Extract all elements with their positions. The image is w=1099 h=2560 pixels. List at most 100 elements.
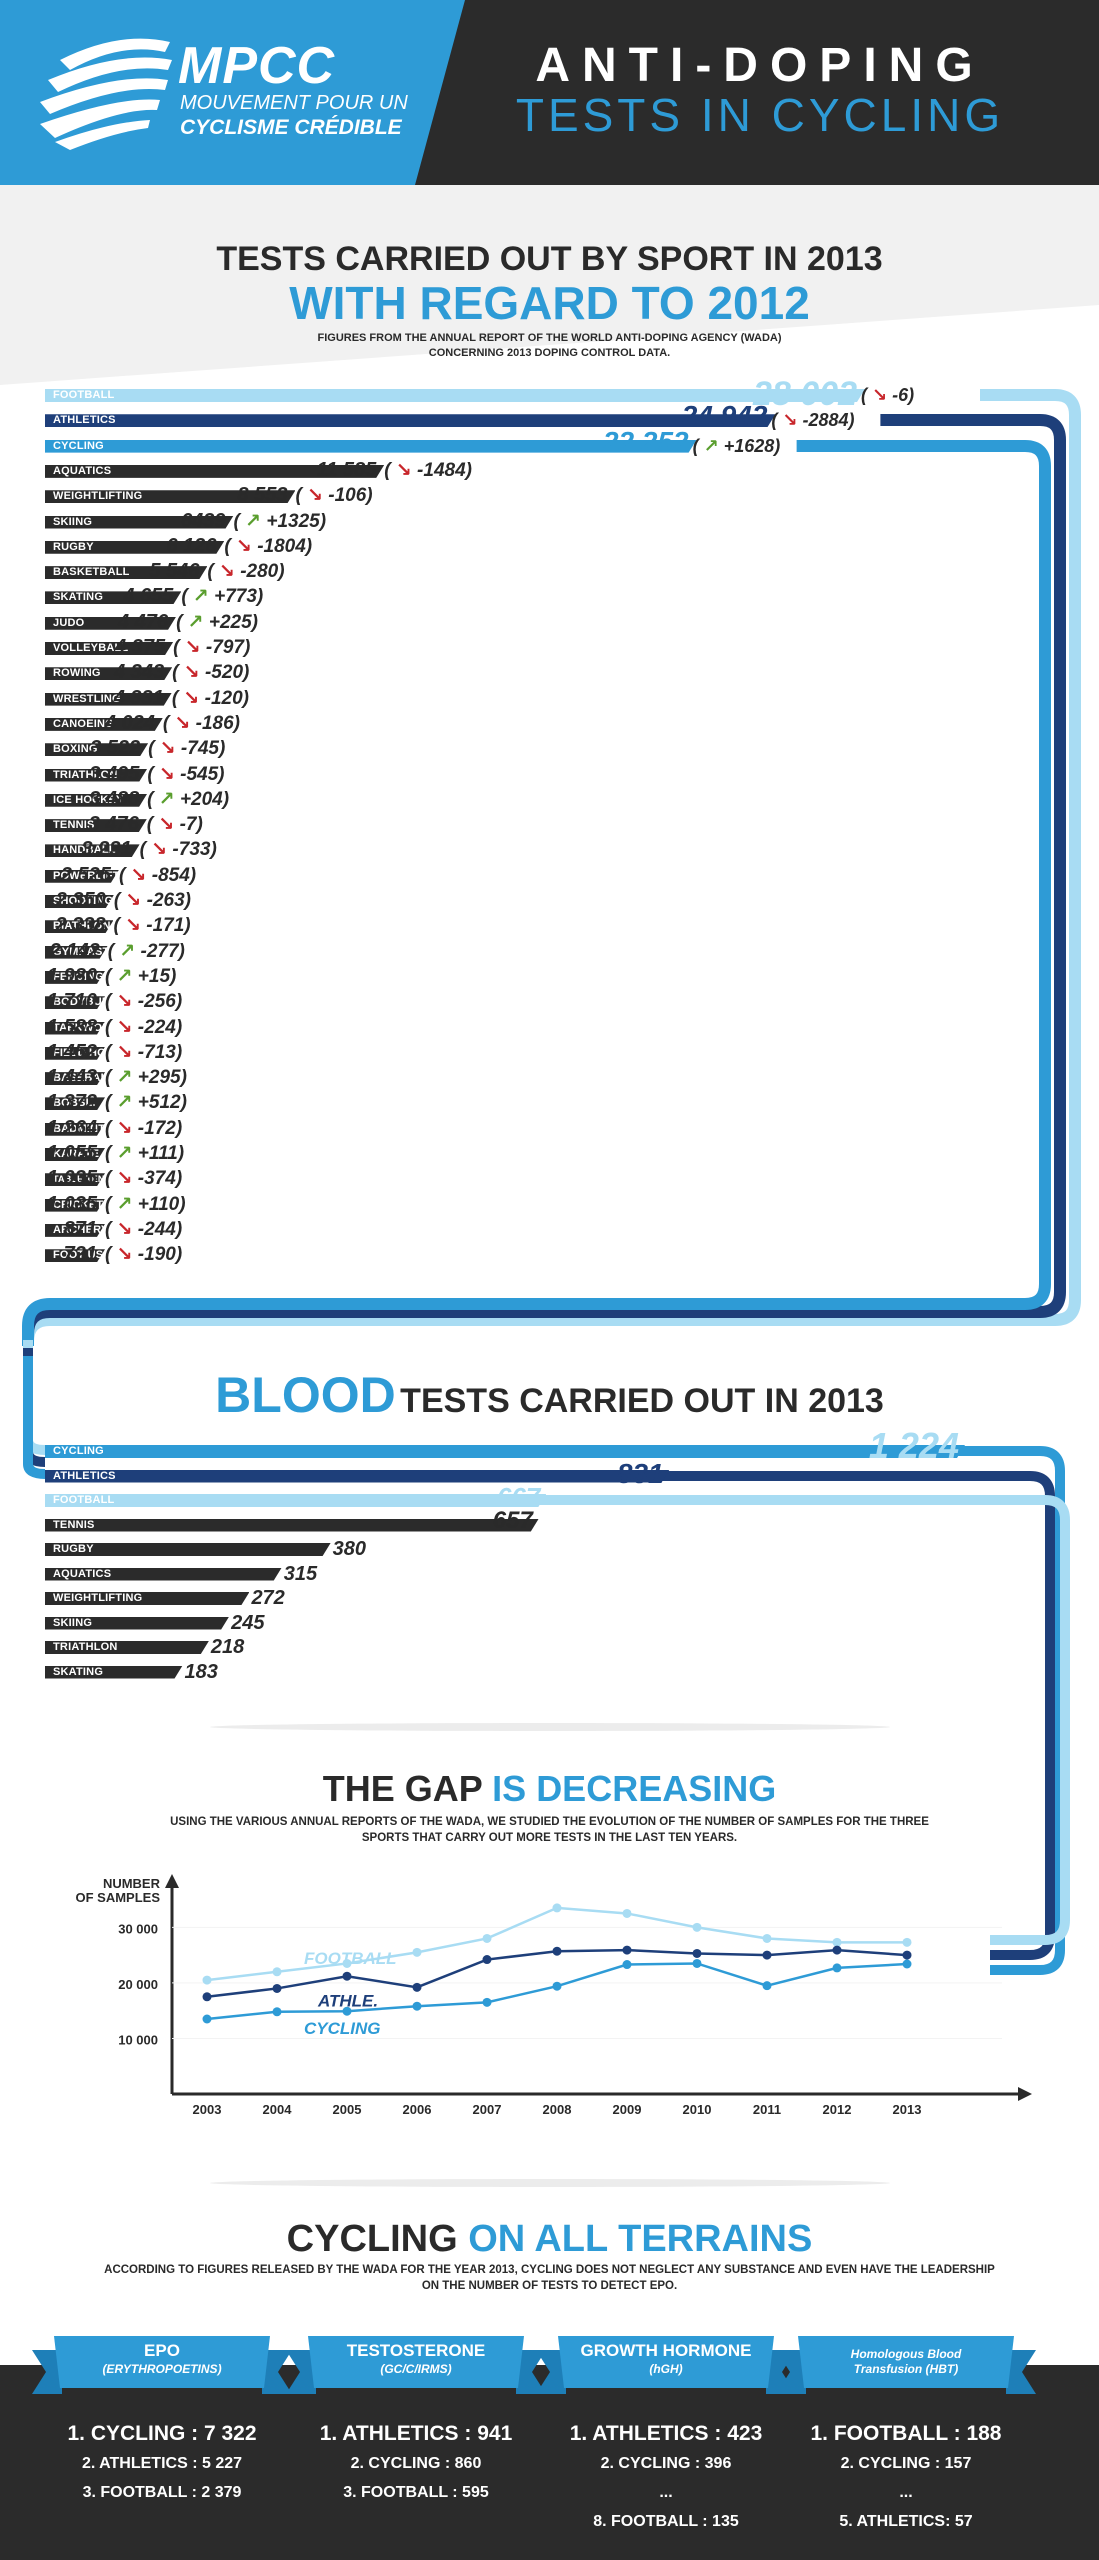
series-label-football: FOOTBALL: [304, 1949, 397, 1968]
bar-value-skiing: 6439: [181, 509, 226, 532]
change-value: +110): [132, 1193, 186, 1215]
paren-open: (: [105, 1244, 117, 1266]
change-value: -745): [175, 738, 226, 760]
series-point-athle: [342, 1971, 352, 1981]
bar-label-taekwondo: TAEKWONDO: [53, 1021, 128, 1034]
bar-value-aquatics: 11 585: [316, 458, 377, 481]
change-value: -797): [200, 637, 251, 658]
bar-aquatics: [45, 465, 384, 478]
bar-change-aquatics: ( ↘ -1484): [384, 459, 472, 482]
arrow-down-icon: ↘: [116, 1168, 133, 1190]
blood-bar-athletics: [45, 1470, 670, 1483]
bar-change-cycling: ( ↗ +1628): [693, 436, 781, 457]
arrow-down-icon: ↘: [158, 763, 175, 785]
change-value: -186): [190, 712, 240, 734]
blood-bar-value-athletics: 831: [616, 1457, 664, 1489]
main-title: ANTI-DOPING: [535, 39, 985, 92]
bg-wedge: [0, 185, 1099, 385]
blood-bar-value-skating: 183: [184, 1660, 218, 1683]
bar-value-archery: 871: [63, 1217, 97, 1240]
blood-bar-label-cycling: CYCLING: [53, 1445, 104, 1457]
paren-open: (: [176, 611, 188, 633]
bar-change-tennis: ( ↘ -7): [147, 813, 203, 836]
bar-skiing: [45, 516, 234, 529]
arrow-up-icon: ↗: [116, 1193, 133, 1215]
bar-label-canoeing: CANOEING: [53, 717, 114, 730]
section4-title-dark: CYCLING: [286, 2218, 458, 2260]
arrow-down-icon: ↘: [236, 535, 252, 557]
series-line-football: [206, 1906, 907, 1982]
bar-label-karate: KARATE: [53, 1148, 100, 1160]
bar-rugby: [45, 541, 224, 554]
bar-change-wrestling: ( ↘ -120): [172, 687, 249, 710]
arrow-down-icon: ↘: [116, 1218, 133, 1240]
bar-volleyball: [45, 642, 173, 655]
series-point-football: [902, 1937, 912, 1947]
bar-label-skating: SKATING: [53, 591, 104, 604]
paren-open: (: [692, 435, 704, 456]
ribbon-body: [54, 2336, 270, 2388]
x-tick-label: 2013: [893, 2102, 922, 2117]
paren-open: (: [105, 1067, 117, 1089]
ribbon-title-epo: EPO: [144, 2341, 180, 2360]
blood-bar-tennis: [45, 1519, 539, 1532]
change-value: +512): [132, 1092, 187, 1114]
bar-change-powerlifting: ( ↘ -854): [119, 864, 196, 887]
bar-bobsl: [45, 1097, 105, 1110]
change-value: +1628): [718, 435, 781, 456]
change-value: -374): [132, 1168, 183, 1190]
arrow-down-icon: ↘: [184, 637, 201, 658]
change-value: +204): [174, 788, 230, 810]
arrow-up-icon: ↗: [116, 1067, 133, 1089]
paren-open: (: [105, 991, 117, 1013]
arrow-down-icon: ↘: [395, 459, 412, 481]
series-point-athle: [202, 1992, 212, 2002]
bar-label-table-tennis: TABLE TENNIS: [53, 1174, 121, 1185]
ribbon-left-tail: [776, 2350, 806, 2394]
series-point-football: [412, 1947, 422, 1957]
rank-first-epo: 1. CYCLING : 7 322: [67, 2422, 257, 2445]
main-subtitle: TESTS IN CYCLING: [515, 89, 1005, 141]
lead-in-2: [23, 1356, 46, 1479]
bar-change-field-hockey: ( ↘ -713): [105, 1041, 182, 1064]
series-point-cycling: [692, 1958, 702, 1968]
series-label-athle: ATHLE.: [317, 1991, 378, 2010]
arrow-up-icon: ↗: [116, 1092, 133, 1114]
blood-bar-value-cycling: 1 224: [868, 1425, 959, 1466]
arrow-up-icon: ↗: [119, 940, 136, 962]
bar-label-basketball: BASKETBALL: [53, 566, 130, 579]
rank-item-homologous-blood: 2. CYCLING : 157: [840, 2455, 972, 2472]
paren-open: (: [105, 1016, 117, 1038]
y-axis-label-line2: OF SAMPLES: [75, 1890, 160, 1905]
paren-open: (: [384, 459, 396, 481]
x-tick-label: 2010: [683, 2102, 712, 2117]
section1-subtitle: WITH REGARD TO 2012: [289, 277, 810, 329]
bar-value-cycling: 22 252: [602, 425, 689, 457]
bar-label-badminton: BADMINTON: [53, 1122, 122, 1135]
bar-value-bodybuilding: 1 710: [46, 990, 97, 1013]
x-tick-label: 2007: [473, 2102, 502, 2117]
rank-item-epo: 3. FOOTBALL : 2 379: [82, 2484, 242, 2501]
bar-cricket: [45, 1199, 105, 1212]
bar-label-cricket: CRICKET: [53, 1198, 104, 1211]
bar-label-judo: JUDO: [53, 616, 85, 629]
bar-value-gymnastics: 2 142: [49, 939, 100, 962]
series-line-cycling: [206, 1962, 908, 2021]
change-value: -120): [199, 687, 249, 709]
bar-change-archery: ( ↘ -244): [105, 1218, 182, 1241]
arrow-down-icon: ↘: [116, 1041, 133, 1063]
arrow-down-icon: ↘: [116, 991, 133, 1013]
change-value: -106): [322, 485, 373, 507]
x-tick-label: 2008: [543, 2102, 572, 2117]
bar-change-baseball: ( ↗ +295): [105, 1066, 187, 1089]
bar-label-rugby: RUGBY: [53, 540, 94, 553]
series-point-athle: [482, 1955, 492, 1965]
section2-title-blue: BLOOD: [215, 1367, 396, 1423]
change-value: -172): [132, 1117, 183, 1139]
bar-label-aquatics: AQUATICS: [53, 464, 112, 477]
change-value: -256): [132, 991, 183, 1013]
series-point-cycling: [272, 2007, 282, 2017]
bar-badminton: [45, 1123, 105, 1136]
divider-2: [210, 2179, 890, 2187]
